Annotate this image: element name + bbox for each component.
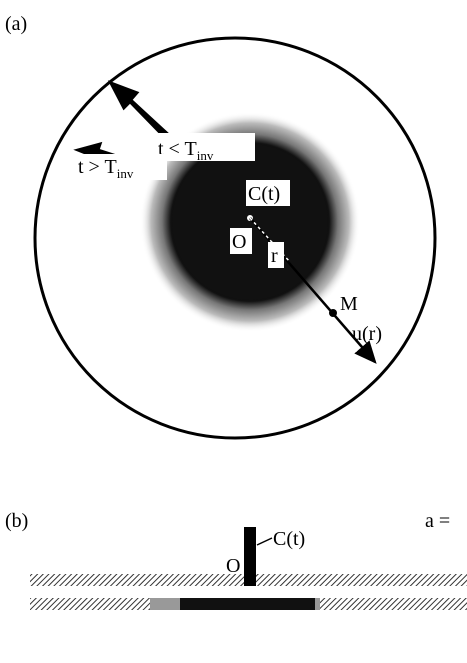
label-main: t < T [158, 138, 197, 160]
strip-core [180, 598, 315, 610]
parameter-label: a = [425, 510, 450, 532]
radius-label: r [271, 245, 278, 267]
panel-label: (a) [5, 13, 27, 35]
panel-label: (b) [5, 510, 28, 532]
center-label: C(t) [248, 183, 280, 205]
label-box [155, 133, 255, 161]
label-box [268, 242, 284, 268]
point-label: M [340, 293, 358, 315]
center-bar [244, 527, 256, 586]
leader-line [256, 537, 273, 546]
dark-disk [172, 144, 328, 300]
label-sub: inv [197, 148, 214, 163]
arrow-in-label: t < Tinv [158, 138, 214, 163]
origin-label: O [232, 231, 246, 253]
label-box [75, 154, 167, 180]
outer-circle [33, 36, 437, 440]
label-box [246, 180, 290, 206]
label-sub: inv [117, 166, 134, 181]
label-main: t > T [78, 156, 117, 178]
arrow-out-label: t > Tinv [78, 156, 134, 181]
origin-label: O [226, 555, 240, 577]
vector-label: u(r) [352, 323, 382, 345]
arrow-in [107, 80, 171, 142]
label-box [230, 228, 252, 254]
point-m [329, 309, 337, 317]
center-label: C(t) [273, 528, 305, 550]
